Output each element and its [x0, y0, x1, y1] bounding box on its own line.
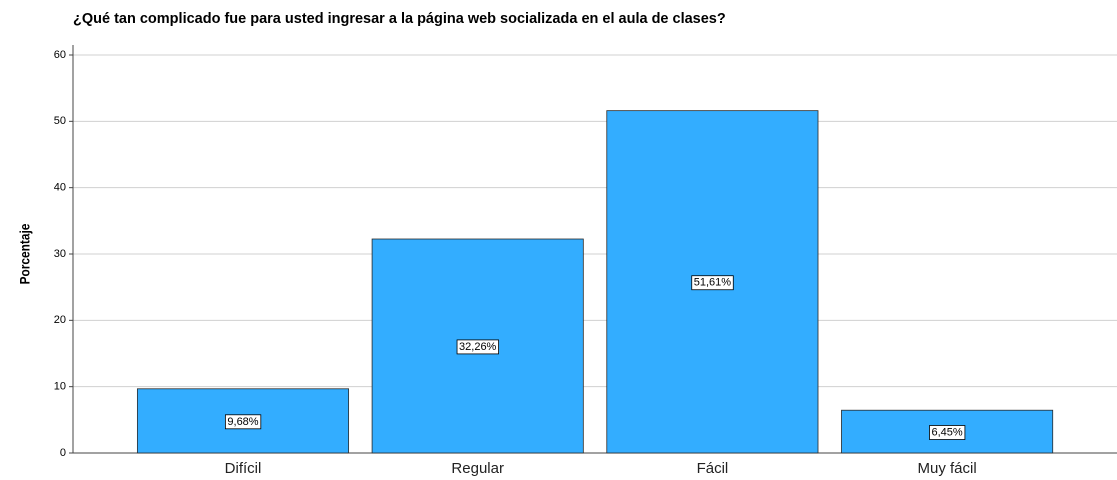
y-tick-label: 30 [54, 248, 66, 260]
y-tick-label: 0 [60, 447, 66, 459]
value-label-box [929, 425, 966, 440]
y-tick-label: 50 [54, 115, 66, 127]
value-label-box [224, 414, 262, 430]
value-label: 32,26% [459, 341, 497, 353]
y-tick-label: 10 [54, 381, 66, 393]
y-tick-label: 20 [54, 314, 66, 326]
x-tick-label: Fácil [697, 460, 729, 477]
x-tick-label: Difícil [225, 460, 262, 477]
x-tick-label: Muy fácil [918, 460, 977, 477]
value-label: 6,45% [931, 427, 962, 439]
x-tick-label: Regular [451, 460, 504, 477]
y-tick-label: 40 [54, 182, 66, 194]
value-label-box [691, 275, 734, 291]
chart-title: ¿Qué tan complicado fue para usted ingre… [73, 11, 726, 27]
value-label: 9,68% [227, 416, 258, 428]
value-label: 51,61% [694, 277, 732, 289]
value-label-box [456, 339, 499, 355]
y-axis-label: Porcentaje [17, 224, 33, 285]
y-tick-label: 60 [54, 49, 66, 61]
